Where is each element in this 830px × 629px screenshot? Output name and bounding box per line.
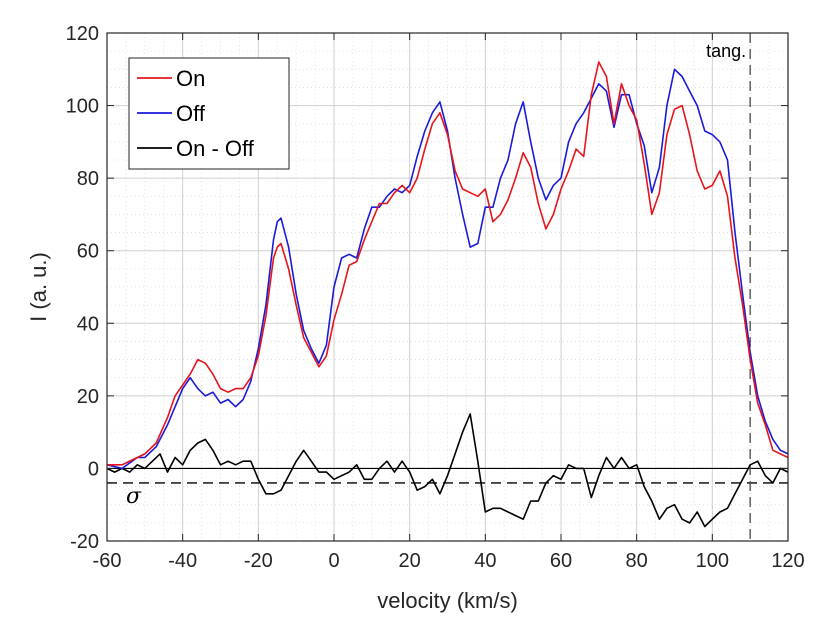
x-tick-label: 40 xyxy=(474,550,496,572)
x-axis-label: velocity (km/s) xyxy=(377,588,518,613)
axes-box xyxy=(106,32,789,542)
series-line-off xyxy=(106,68,789,470)
series-line-on xyxy=(107,61,789,466)
y-tick-label: 60 xyxy=(77,241,99,263)
legend: On Off On - Off xyxy=(128,57,290,170)
x-tick-label: 60 xyxy=(550,550,572,572)
sigma-label: σ xyxy=(126,484,142,509)
x-tick-label: 120 xyxy=(771,550,804,572)
y-tick-label: 120 xyxy=(66,23,99,45)
x-tick-label: 100 xyxy=(696,550,729,572)
x-tick-label: -40 xyxy=(168,550,197,572)
x-tick-label: 20 xyxy=(399,550,421,572)
legend-entry: On xyxy=(176,66,205,91)
legend-entry: On - Off xyxy=(176,136,255,161)
tangent-label: tang. xyxy=(706,41,746,61)
legend-entry: Off xyxy=(176,101,206,126)
y-tick-label: 100 xyxy=(66,96,99,118)
plot-area: -60 -40 -20 0 20 40 60 80 100 120 -20 0 20 40 60 80 100 1… xyxy=(26,23,805,613)
y-tick-label: 40 xyxy=(77,313,99,335)
y-tick-label: -20 xyxy=(70,531,99,553)
y-tick-label: 20 xyxy=(77,386,99,408)
x-tick-label: 0 xyxy=(328,550,339,572)
x-tick-label: -60 xyxy=(93,550,122,572)
x-tick-label: -20 xyxy=(244,550,273,572)
y-axis-label: I (a. u.) xyxy=(26,252,51,322)
y-tick-label: 80 xyxy=(77,168,99,190)
y-tick-label: 0 xyxy=(88,458,99,480)
x-tick-label: 80 xyxy=(626,550,648,572)
series-line-on-off xyxy=(106,413,789,528)
